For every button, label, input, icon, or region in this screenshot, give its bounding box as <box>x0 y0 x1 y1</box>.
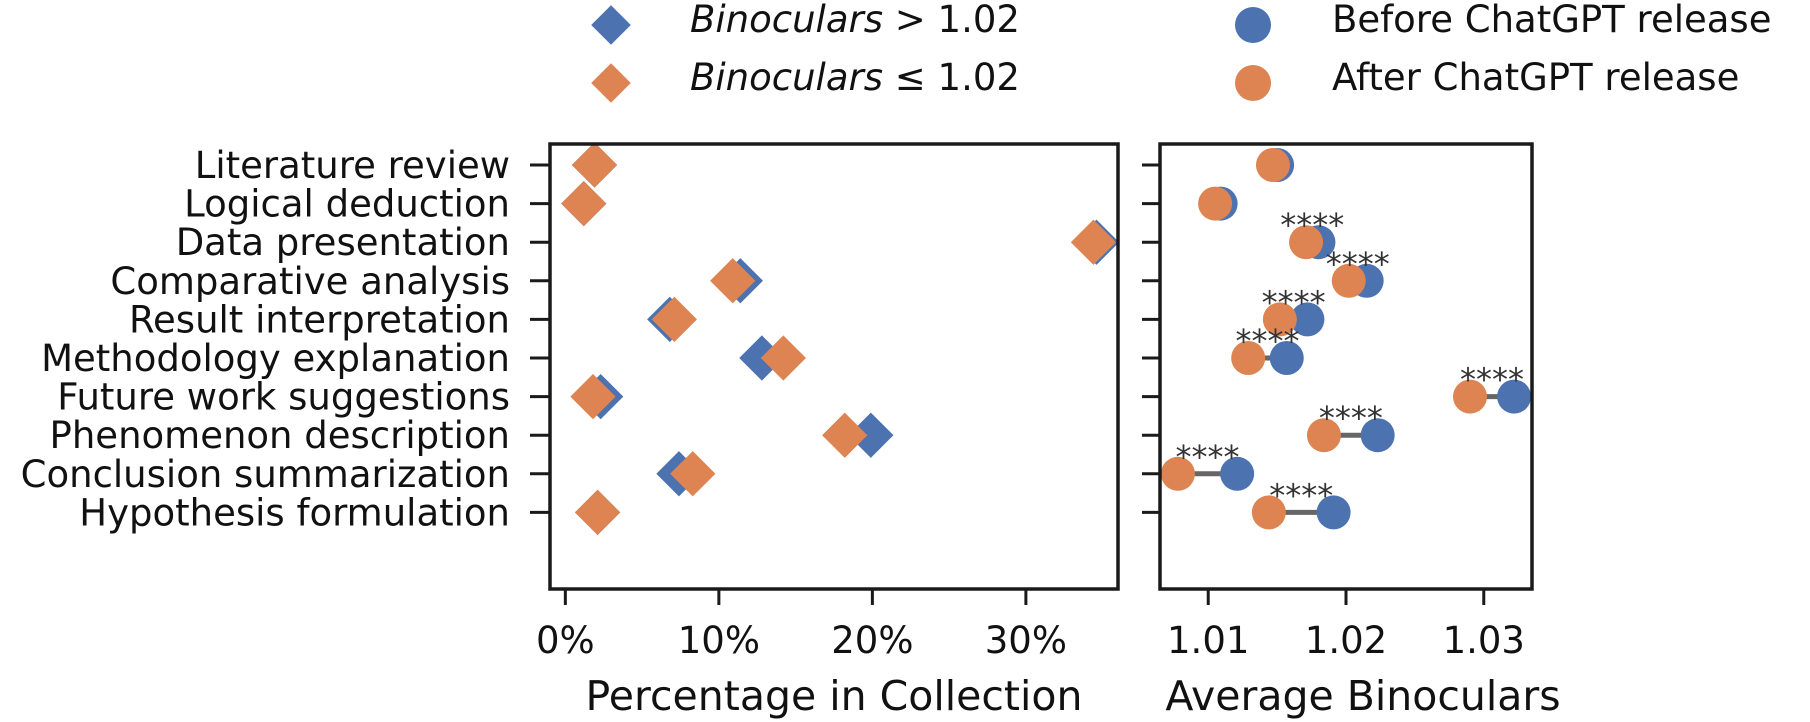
significance-marker-result-interpretation: **** <box>1262 283 1326 321</box>
category-label-logical-deduction: Logical deduction <box>184 183 510 226</box>
significance-marker-methodology-explanation: **** <box>1235 322 1299 360</box>
right-x-tick-label: 1.02 <box>1305 619 1387 662</box>
orange-diamond-data-presentation <box>1070 219 1117 265</box>
category-label-literature-review: Literature review <box>195 144 510 187</box>
category-label-data-presentation: Data presentation <box>176 221 510 264</box>
legend-item-before-release: Before ChatGPT release <box>1235 0 1771 43</box>
right-panel: 1.01 1.02 1.03 ***************************… <box>1142 142 1561 720</box>
legend-label-binoculars-le: Binoculars ≤ 1.02 <box>690 56 1020 99</box>
category-label-hypothesis-formulation: Hypothesis formulation <box>79 491 510 534</box>
legend-item-binoculars-le: Binoculars ≤ 1.02 <box>591 56 1020 103</box>
significance-marker-data-presentation: **** <box>1280 206 1344 244</box>
after-dot-conclusion-summarization <box>1160 456 1195 491</box>
after-dot-logical-deduction <box>1198 186 1233 221</box>
left-x-tick-label: 30% <box>985 619 1067 662</box>
legend-dot-blue-icon <box>1235 7 1271 43</box>
before-dot-result-interpretation <box>1290 302 1325 337</box>
after-dot-phenomenon-description <box>1306 418 1341 453</box>
after-dot-literature-review <box>1255 148 1290 182</box>
legend-diamond-blue-icon <box>591 5 631 45</box>
orange-diamond-hypothesis-formulation <box>574 489 621 536</box>
after-dot-methodology-explanation <box>1231 341 1266 375</box>
after-dot-hypothesis-formulation <box>1251 495 1286 530</box>
legend: Binoculars > 1.02 Binoculars ≤ 1.02 Befo… <box>591 0 1771 103</box>
orange-diamond-phenomenon-description <box>822 412 868 458</box>
after-dot-data-presentation <box>1289 225 1324 260</box>
significance-marker-phenomenon-description: **** <box>1319 399 1383 437</box>
orange-diamond-future-work-suggestions <box>570 373 616 420</box>
legend-item-after-release: After ChatGPT release <box>1235 56 1739 101</box>
significance-marker-conclusion-summarization: **** <box>1176 438 1240 476</box>
category-label-future-work-suggestions: Future work suggestions <box>57 376 510 419</box>
left-axis-ticks: 0% 10% 20% 30% <box>530 163 1067 662</box>
before-dot-conclusion-summarization <box>1220 456 1255 491</box>
right-plot-frame <box>1158 142 1534 591</box>
after-dot-future-work-suggestions <box>1453 379 1487 414</box>
right-x-tick-label: 1.01 <box>1167 619 1249 662</box>
orange-diamond-logical-deduction <box>561 180 607 227</box>
significance-marker-hypothesis-formulation: **** <box>1269 476 1333 514</box>
category-label-phenomenon-description: Phenomenon description <box>50 414 510 457</box>
before-dot-methodology-explanation <box>1269 341 1304 375</box>
legend-label-binoculars-gt: Binoculars > 1.02 <box>690 0 1020 41</box>
legend-dot-orange-icon <box>1235 65 1271 101</box>
orange-diamond-literature-review <box>571 142 618 188</box>
after-dot-result-interpretation <box>1262 302 1297 337</box>
right-axis-ticks: 1.01 1.02 1.03 <box>1142 163 1525 662</box>
category-label-comparative-analysis: Comparative analysis <box>110 260 510 303</box>
before-dot-phenomenon-description <box>1360 418 1395 453</box>
legend-label-after-release: After ChatGPT release <box>1332 56 1739 99</box>
legend-diamond-orange-icon <box>591 63 631 103</box>
significance-marker-future-work-suggestions: **** <box>1460 361 1524 399</box>
right-x-axis-label: Average Binoculars <box>1165 672 1560 720</box>
significance-marker-comparative-analysis: **** <box>1326 245 1390 283</box>
left-plot-frame <box>548 142 1120 591</box>
right-dot-marks: ******************************** <box>1160 148 1532 530</box>
right-x-tick-label: 1.03 <box>1443 619 1525 662</box>
category-label-result-interpretation: Result interpretation <box>129 298 510 341</box>
legend-label-before-release: Before ChatGPT release <box>1332 0 1771 41</box>
left-x-tick-label: 10% <box>678 619 760 662</box>
orange-diamond-result-interpretation <box>651 296 697 343</box>
before-dot-hypothesis-formulation <box>1316 495 1351 530</box>
left-x-tick-label: 20% <box>831 619 913 662</box>
orange-diamond-comparative-analysis <box>710 258 756 304</box>
left-x-axis-label: Percentage in Collection <box>586 672 1083 720</box>
category-label-conclusion-summarization: Conclusion summarization <box>21 453 510 496</box>
left-diamond-marks <box>561 142 1120 536</box>
before-dot-future-work-suggestions <box>1497 379 1532 414</box>
category-label-methodology-explanation: Methodology explanation <box>41 337 510 380</box>
legend-item-binoculars-gt: Binoculars > 1.02 <box>591 0 1020 45</box>
after-dot-comparative-analysis <box>1331 263 1366 298</box>
left-x-tick-label: 0% <box>536 619 595 662</box>
